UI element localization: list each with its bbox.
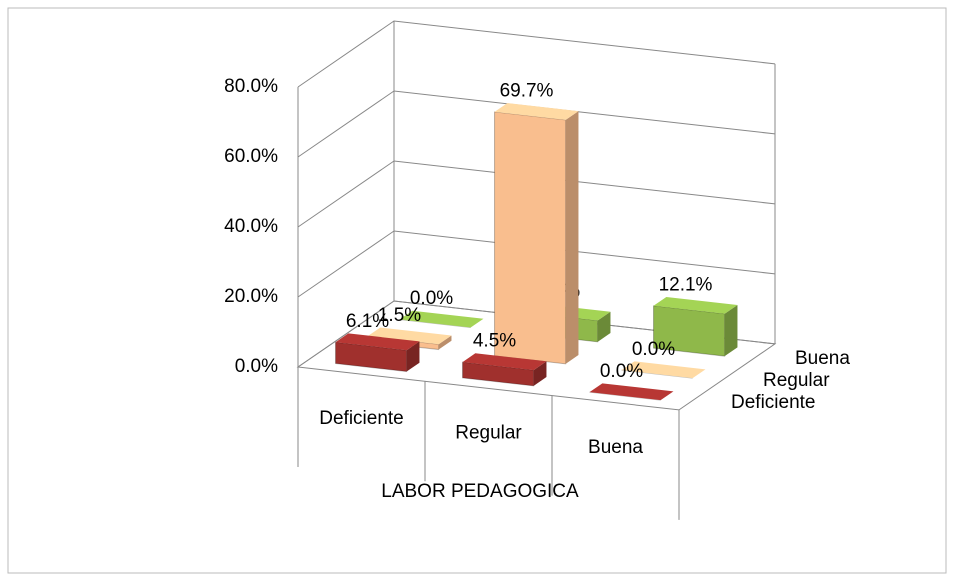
bar-side [724, 305, 738, 357]
data-label: 0.0% [632, 339, 675, 360]
y-tick-label: 0.0% [235, 356, 278, 377]
bar-side [438, 335, 452, 350]
bar-top [589, 383, 674, 401]
bar-side [565, 111, 579, 364]
bar-top [462, 353, 547, 371]
data-label: 69.7% [500, 81, 554, 102]
bar-top [621, 361, 706, 379]
bar-front [494, 111, 567, 365]
y-tick-label: 60.0% [224, 146, 278, 167]
legend-label: Deficiente [731, 392, 816, 413]
data-label: 4.5% [473, 331, 516, 352]
data-label: 6.1% [346, 311, 389, 332]
x-tick-label: Regular [455, 422, 522, 443]
x-axis-title: LABOR PEDAGOGICA [381, 481, 579, 502]
data-label: 0.0% [600, 361, 643, 382]
bar-side [533, 361, 547, 386]
bar-side [597, 311, 611, 342]
chart-frame [7, 7, 947, 574]
bar-top [367, 327, 452, 345]
data-label: 12.1% [659, 274, 713, 295]
x-tick-label: Buena [588, 437, 643, 458]
data-label: 0.0% [410, 288, 453, 309]
y-tick-label: 40.0% [224, 216, 278, 237]
legend-label: Regular [763, 370, 830, 391]
bar-top [335, 333, 420, 351]
x-tick-label: Deficiente [319, 408, 404, 429]
legend-label: Buena [795, 348, 850, 369]
bar-top [653, 296, 738, 314]
y-tick-label: 80.0% [224, 76, 278, 97]
bar-top [399, 310, 484, 328]
bar-top [494, 103, 579, 120]
data-label: 1.5% [378, 305, 421, 326]
y-tick-label: 20.0% [224, 286, 278, 307]
bar-side [406, 341, 420, 372]
